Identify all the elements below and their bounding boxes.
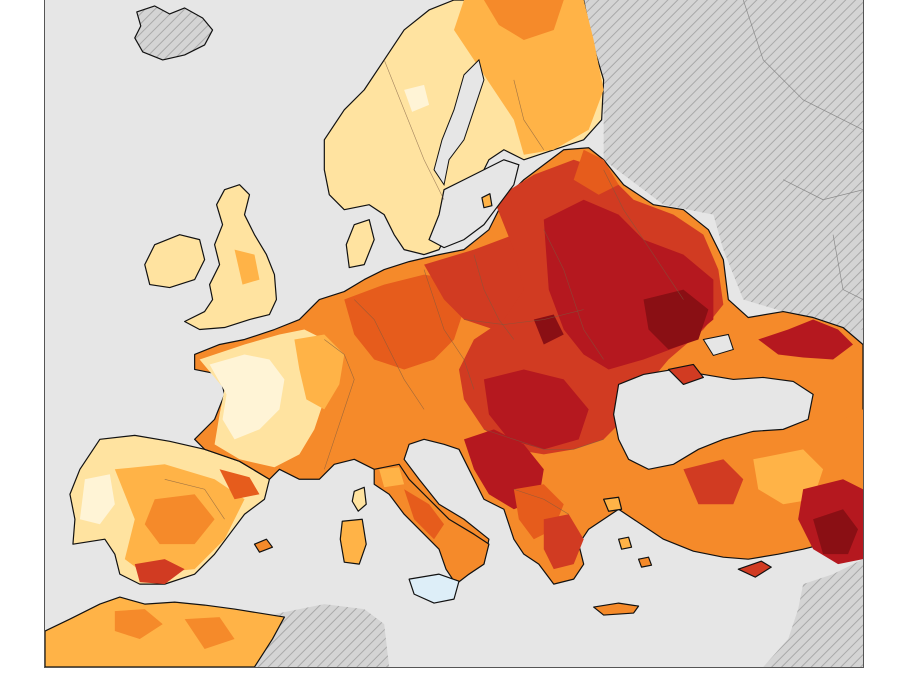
north-africa <box>45 596 286 667</box>
europe-map <box>45 0 863 667</box>
cyprus <box>737 560 772 578</box>
corsica <box>351 486 367 512</box>
outside-area-east <box>583 0 863 345</box>
sicily <box>408 573 460 604</box>
map-frame <box>44 0 864 668</box>
outside-area-southeast <box>763 559 863 667</box>
outside-area-north-africa <box>254 604 390 667</box>
great-britain <box>184 184 278 331</box>
sardinia <box>339 518 367 565</box>
iceland <box>134 5 214 61</box>
black-sea <box>613 368 814 470</box>
ireland <box>144 234 206 289</box>
baltic-sea <box>428 159 520 249</box>
